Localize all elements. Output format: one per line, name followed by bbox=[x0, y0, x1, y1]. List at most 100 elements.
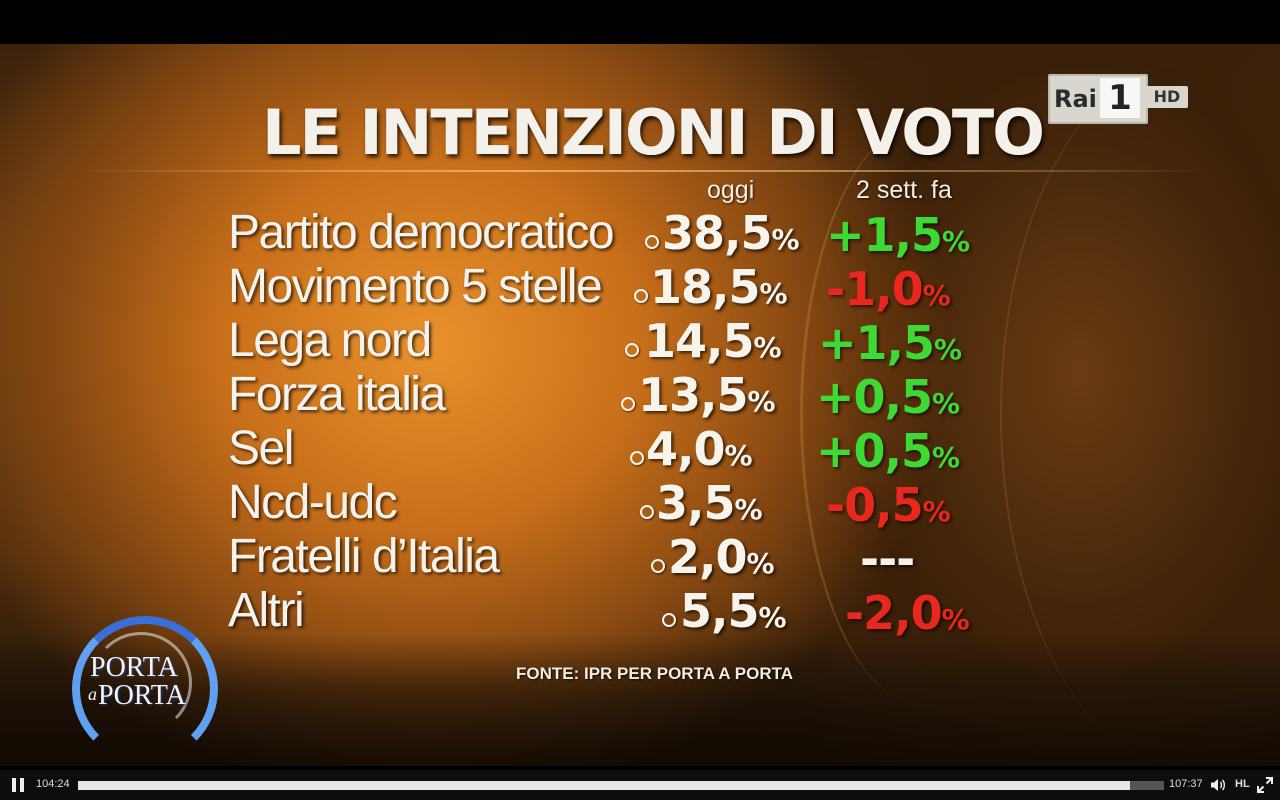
change-value: +1,5 bbox=[818, 316, 935, 370]
percent-sign: % bbox=[932, 441, 960, 474]
poll-row: Sel 4,0% +0,5% bbox=[0, 422, 1280, 478]
percent-sign: % bbox=[934, 333, 962, 366]
percent-sign: % bbox=[759, 277, 788, 310]
column-header-previous: 2 sett. fa bbox=[856, 176, 952, 204]
player-controls: 104:24 107:37 HL bbox=[0, 770, 1280, 800]
percent-sign: % bbox=[942, 225, 970, 258]
volume-icon[interactable] bbox=[1210, 778, 1226, 792]
poll-row: Fratelli d’Italia 2,0% --- bbox=[0, 530, 1280, 586]
percent-sign: % bbox=[734, 493, 763, 526]
vote-percentage: 5,5% bbox=[680, 584, 787, 644]
quality-button[interactable]: HL bbox=[1235, 778, 1250, 790]
change-value: +0,5 bbox=[816, 370, 933, 424]
seek-bar-progress bbox=[78, 781, 1131, 790]
row-bullet bbox=[621, 397, 635, 411]
vote-value: 2,0 bbox=[668, 530, 747, 584]
row-bullet bbox=[640, 505, 654, 519]
poll-row: Movimento 5 stelle 18,5% -1,0% bbox=[0, 260, 1280, 316]
percent-sign: % bbox=[922, 279, 951, 312]
letterbox-top bbox=[0, 0, 1280, 44]
party-name: Fratelli d’Italia bbox=[228, 530, 500, 583]
seek-bar[interactable] bbox=[78, 781, 1164, 790]
vote-change: +0,5% bbox=[816, 370, 960, 430]
vote-value: 13,5 bbox=[638, 368, 748, 422]
show-logo-line2: PORTA bbox=[98, 680, 186, 711]
party-name: Altri bbox=[228, 584, 305, 637]
column-header-today: oggi bbox=[707, 176, 755, 204]
percent-sign: % bbox=[724, 439, 753, 472]
vote-percentage: 2,0% bbox=[668, 530, 775, 590]
poll-row: Lega nord 14,5% +1,5% bbox=[0, 314, 1280, 370]
source-caption: FONTE: IPR PER PORTA A PORTA bbox=[516, 664, 794, 683]
background-arc bbox=[800, 124, 1043, 704]
show-logo-a: a bbox=[88, 684, 97, 704]
percent-sign: % bbox=[758, 601, 787, 634]
pause-icon-bar-left bbox=[12, 778, 16, 792]
current-time: 104:24 bbox=[36, 778, 70, 790]
poll-row: Forza italia 13,5% +0,5% bbox=[0, 368, 1280, 424]
row-bullet bbox=[625, 343, 639, 357]
row-bullet bbox=[645, 235, 659, 249]
party-name: Forza italia bbox=[228, 368, 446, 421]
rai-logo-text: Rai bbox=[1054, 85, 1097, 113]
vote-value: 38,5 bbox=[662, 206, 772, 260]
party-name: Lega nord bbox=[228, 314, 432, 367]
percent-sign: % bbox=[771, 223, 800, 256]
show-logo-line1: PORTA bbox=[90, 652, 178, 683]
percent-sign: % bbox=[747, 385, 776, 418]
title-underline bbox=[60, 170, 1210, 172]
vote-value: 3,5 bbox=[656, 476, 735, 530]
percent-sign: % bbox=[922, 495, 951, 528]
poll-row: Ncd-udc 3,5% -0,5% bbox=[0, 476, 1280, 532]
show-logo-arc-inner bbox=[90, 632, 192, 734]
percent-sign: % bbox=[753, 331, 782, 364]
change-value: +0,5 bbox=[816, 424, 933, 478]
rai-logo-number: 1 bbox=[1100, 78, 1140, 118]
rai-logo-box: Rai 1 bbox=[1048, 74, 1148, 124]
row-bullet bbox=[634, 289, 648, 303]
party-name: Movimento 5 stelle bbox=[228, 260, 603, 313]
party-name: Ncd-udc bbox=[228, 476, 398, 529]
percent-sign: % bbox=[941, 603, 970, 636]
vote-value: 18,5 bbox=[650, 260, 760, 314]
party-name: Partito democratico bbox=[228, 206, 615, 259]
background-arc-outer bbox=[1000, 64, 1280, 764]
change-value: -0,5 bbox=[826, 478, 924, 532]
change-value: +1,5 bbox=[826, 208, 943, 262]
vote-change: -0,5% bbox=[826, 478, 951, 538]
vote-change: +0,5% bbox=[816, 424, 960, 484]
percent-sign: % bbox=[932, 387, 960, 420]
fullscreen-icon[interactable] bbox=[1257, 777, 1273, 793]
video-frame: LE INTENZIONI DI VOTO Rai 1 HD oggi 2 se… bbox=[0, 44, 1280, 766]
vote-percentage: 18,5% bbox=[650, 260, 788, 320]
vote-value: 4,0 bbox=[646, 422, 725, 476]
pause-icon-bar-right bbox=[20, 778, 24, 792]
vote-percentage: 38,5% bbox=[662, 206, 800, 266]
poll-table: Partito democratico 38,5% +1,5% Movimento 5… bbox=[0, 44, 1280, 766]
row-bullet bbox=[630, 451, 644, 465]
porta-a-porta-logo: PORTA a PORTA bbox=[68, 612, 218, 762]
graphic-title: LE INTENZIONI DI VOTO bbox=[262, 96, 1045, 169]
change-value: --- bbox=[860, 532, 915, 586]
change-value: -1,0 bbox=[826, 262, 924, 316]
change-value: -2,0 bbox=[845, 586, 943, 640]
pause-button[interactable] bbox=[12, 778, 26, 792]
poll-row: Altri 5,5% -2,0% bbox=[0, 584, 1280, 640]
vote-change: -2,0% bbox=[845, 586, 970, 646]
vote-change: +1,5% bbox=[826, 208, 970, 268]
vote-value: 5,5 bbox=[680, 584, 759, 638]
vote-percentage: 4,0% bbox=[646, 422, 753, 482]
vote-change: --- bbox=[860, 532, 915, 586]
vote-percentage: 13,5% bbox=[638, 368, 776, 428]
percent-sign: % bbox=[746, 547, 775, 580]
vote-change: -1,0% bbox=[826, 262, 951, 322]
vote-percentage: 14,5% bbox=[644, 314, 782, 374]
total-time: 107:37 bbox=[1169, 778, 1203, 790]
party-name: Sel bbox=[228, 422, 294, 475]
vote-change: +1,5% bbox=[818, 316, 962, 376]
vote-percentage: 3,5% bbox=[656, 476, 763, 536]
poll-row: Partito democratico 38,5% +1,5% bbox=[0, 206, 1280, 262]
vote-value: 14,5 bbox=[644, 314, 754, 368]
row-bullet bbox=[651, 559, 665, 573]
hd-badge: HD bbox=[1146, 86, 1188, 108]
